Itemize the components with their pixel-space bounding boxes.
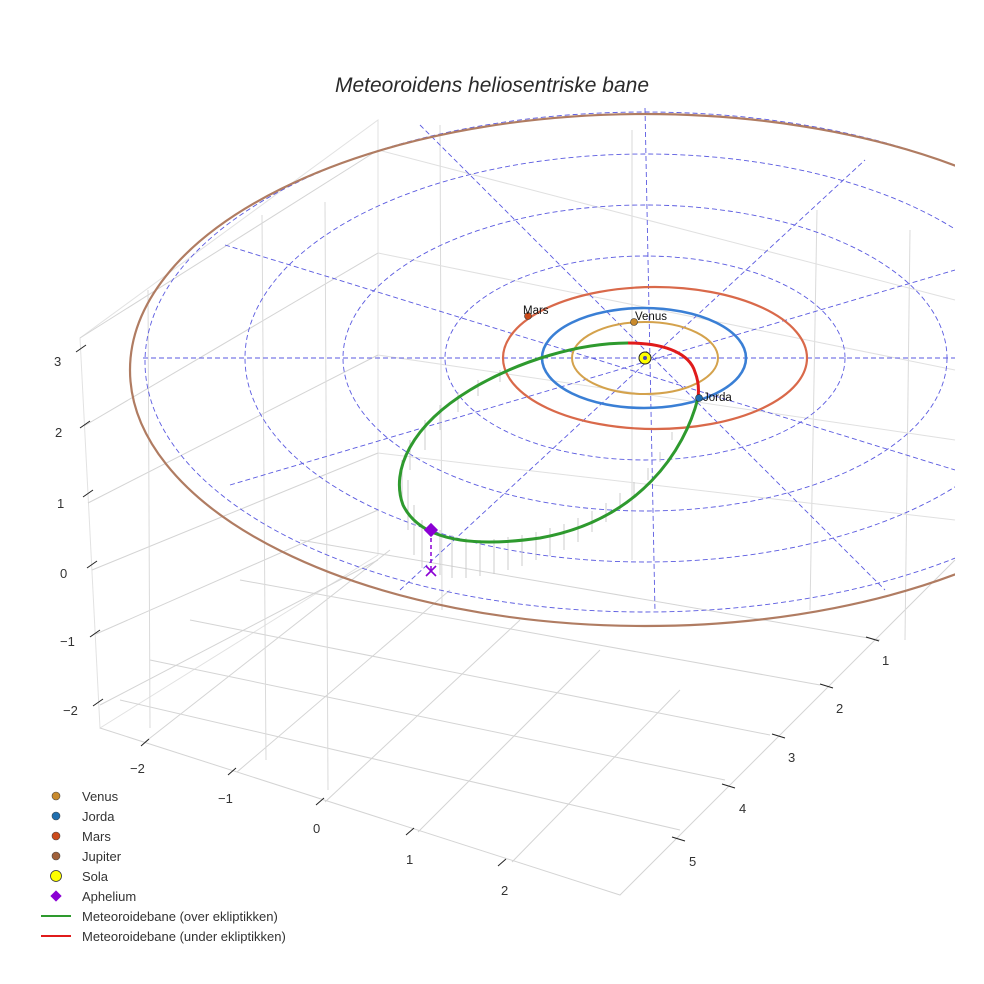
legend-item-mars[interactable]: Mars bbox=[38, 826, 286, 846]
z-axis bbox=[75, 344, 104, 707]
legend-item-aphelium[interactable]: Aphelium bbox=[38, 886, 286, 906]
venus-label: Venus bbox=[635, 311, 667, 323]
x-tick: −2 bbox=[130, 761, 145, 776]
z-tick: 3 bbox=[54, 354, 61, 369]
green-line-icon bbox=[41, 915, 71, 917]
red-line-icon bbox=[41, 935, 71, 937]
y-axis bbox=[671, 636, 880, 842]
x-tick: 2 bbox=[501, 883, 508, 898]
mars-marker[interactable] bbox=[524, 312, 532, 320]
legend-label: Jorda bbox=[82, 808, 115, 824]
legend-label: Mars bbox=[82, 828, 111, 844]
legend-label: Aphelium bbox=[82, 888, 137, 904]
y-tick: 5 bbox=[689, 854, 696, 869]
legend-item-venus[interactable]: Venus bbox=[38, 786, 286, 806]
mars-orbit bbox=[501, 285, 809, 431]
sun-dot-icon bbox=[50, 870, 62, 882]
chart-title: Meteoroidens heliosentriske bane bbox=[334, 74, 650, 97]
jupiter-dot-icon bbox=[51, 851, 61, 861]
z-tick: −1 bbox=[60, 634, 75, 649]
y-tick: 1 bbox=[882, 653, 889, 668]
legend-item-path-below[interactable]: Meteoroidebane (under ekliptikken) bbox=[38, 926, 286, 946]
y-tick: 2 bbox=[836, 701, 843, 716]
venus-marker[interactable] bbox=[630, 318, 638, 326]
legend-item-jorda[interactable]: Jorda bbox=[38, 806, 286, 826]
z-tick: 0 bbox=[60, 566, 67, 581]
legend-label: Meteoroidebane (over ekliptikken) bbox=[82, 908, 278, 924]
legend-label: Venus bbox=[82, 788, 119, 804]
legend-label: Sola bbox=[82, 868, 109, 884]
x-tick: −1 bbox=[218, 791, 233, 806]
legend-label: Meteoroidebane (under ekliptikken) bbox=[82, 928, 286, 944]
y-tick: 4 bbox=[739, 801, 746, 816]
jorda-label: Jorda bbox=[703, 392, 732, 404]
sun-center-dot-icon bbox=[643, 356, 647, 360]
ecliptic-grid bbox=[143, 107, 955, 613]
legend-item-path-above[interactable]: Meteoroidebane (over ekliptikken) bbox=[38, 906, 286, 926]
jorda-dot-icon bbox=[51, 811, 61, 821]
diamond-icon bbox=[50, 890, 62, 902]
venus-orbit bbox=[571, 321, 719, 395]
aphelion-projection-x-icon bbox=[425, 565, 437, 577]
earth-marker[interactable] bbox=[695, 394, 703, 402]
venus-dot-icon bbox=[51, 791, 61, 801]
legend: Venus Jorda Mars Jupiter Sola Aphelium M… bbox=[38, 786, 286, 946]
x-axis bbox=[140, 738, 507, 867]
mars-label: Mars bbox=[523, 305, 549, 317]
y-tick: 3 bbox=[788, 750, 795, 765]
axis-box-panes bbox=[79, 119, 956, 896]
meteoroid-path-above-ecliptic bbox=[397, 341, 700, 544]
meteoroid-path-below-ecliptic bbox=[627, 341, 701, 399]
jupiter-orbit bbox=[129, 112, 955, 628]
legend-label: Jupiter bbox=[82, 848, 122, 864]
z-tick: 1 bbox=[57, 496, 64, 511]
aphelion-marker-diamond-icon[interactable] bbox=[423, 522, 439, 538]
legend-item-sola[interactable]: Sola bbox=[38, 866, 286, 886]
z-tick: −2 bbox=[63, 703, 78, 718]
mars-dot-icon bbox=[51, 831, 61, 841]
z-tick: 2 bbox=[55, 425, 62, 440]
x-tick: 0 bbox=[313, 821, 320, 836]
x-tick: 1 bbox=[406, 852, 413, 867]
legend-item-jupiter[interactable]: Jupiter bbox=[38, 846, 286, 866]
